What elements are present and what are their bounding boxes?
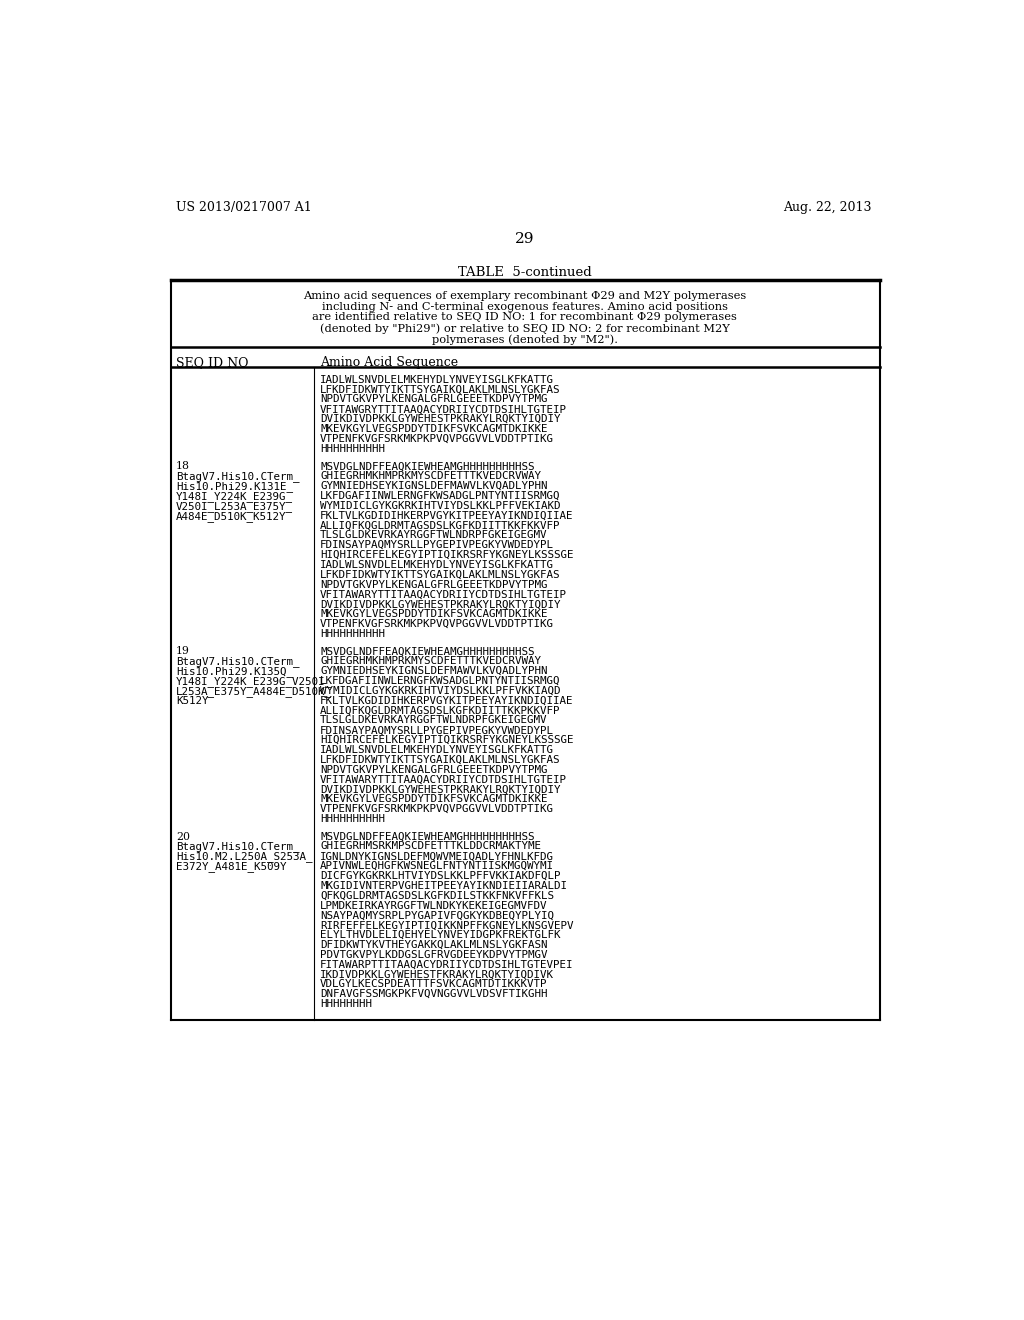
Text: polymerases (denoted by "M2").: polymerases (denoted by "M2").	[432, 334, 617, 345]
Text: FKLTVLKGDIDIHKERPVGYKITPEEYAYIKNDIQIIAE: FKLTVLKGDIDIHKERPVGYKITPEEYAYIKNDIQIIAE	[321, 696, 573, 706]
Text: NPDVTGKVPYLKENGALGFRLGEEETKDPVYTPMG: NPDVTGKVPYLKENGALGFRLGEEETKDPVYTPMG	[321, 579, 548, 590]
Text: PDVTGKVPYLKDDGSLGFRVGDEEYKDPVYTPMGV: PDVTGKVPYLKDDGSLGFRVGDEEYKDPVYTPMGV	[321, 950, 548, 960]
Text: are identified relative to SEQ ID NO: 1 for recombinant Φ29 polymerases: are identified relative to SEQ ID NO: 1 …	[312, 313, 737, 322]
Text: ALLIQFKQGLDRMTAGSDSLKGFKDIITTKKPKKVFP: ALLIQFKQGLDRMTAGSDSLKGFKDIITTKKPKKVFP	[321, 706, 561, 715]
Text: TLSLGLDKEVRKAYRGGFTWLNDRPFGKEIGEGMV: TLSLGLDKEVRKAYRGGFTWLNDRPFGKEIGEGMV	[321, 531, 548, 540]
Text: VFITAWARYTTITAAQACYDRIIYCDTDSIHLTGTEIP: VFITAWARYTTITAAQACYDRIIYCDTDSIHLTGTEIP	[321, 775, 567, 784]
Text: His10.M2.L250A_S253A_: His10.M2.L250A_S253A_	[176, 851, 312, 862]
Text: Amino Acid Sequence: Amino Acid Sequence	[321, 356, 459, 370]
Text: RIRFEFFELKEGYIPTIQIKKNPFFKGNEYLKNSGVEPV: RIRFEFFELKEGYIPTIQIKKNPFFKGNEYLKNSGVEPV	[321, 920, 573, 931]
Text: DFIDKWTYKVTHEYGAKKQLAKLMLNSLYGKFASN: DFIDKWTYKVTHEYGAKKQLAKLMLNSLYGKFASN	[321, 940, 548, 950]
Text: APIVNWLEQHGFKWSNEGLFNTYNTIISKMGQWYMI: APIVNWLEQHGFKWSNEGLFNTYNTIISKMGQWYMI	[321, 861, 554, 871]
Text: FDINSAYPAQMYSRLLPYGEPIVPEGKYVWDEDYPL: FDINSAYPAQMYSRLLPYGEPIVPEGKYVWDEDYPL	[321, 540, 554, 550]
Text: MKGIDIVNTERPVGHEITPEEYAYIKNDIEIIARALDI: MKGIDIVNTERPVGHEITPEEYAYIKNDIEIIARALDI	[321, 880, 567, 891]
Text: Y148I_Y224K_E239G_V250I_: Y148I_Y224K_E239G_V250I_	[176, 676, 332, 686]
Text: IADLWLSNVDLELMKEHYDLYNVEYISGLKFKATTG: IADLWLSNVDLELMKEHYDLYNVEYISGLKFKATTG	[321, 375, 554, 384]
Text: including N- and C-terminal exogenous features. Amino acid positions: including N- and C-terminal exogenous fe…	[322, 302, 728, 312]
Text: E372Y_A481E_K509Y: E372Y_A481E_K509Y	[176, 861, 287, 873]
Text: NSAYPAQMYSRPLPYGAPIVFQGKYKDBEQYPLYIQ: NSAYPAQMYSRPLPYGAPIVFQGKYKDBEQYPLYIQ	[321, 911, 554, 920]
Text: V250I_L253A_E375Y_: V250I_L253A_E375Y_	[176, 500, 293, 512]
Text: Aug. 22, 2013: Aug. 22, 2013	[783, 201, 872, 214]
Text: Y148I_Y224K_E239G_: Y148I_Y224K_E239G_	[176, 491, 293, 502]
Text: HIQHIRCEFELKEGYIPTIQIKRSRFYKGNEYLKSSSGE: HIQHIRCEFELKEGYIPTIQIKRSRFYKGNEYLKSSSGE	[321, 550, 573, 560]
Text: HIQHIRCEFELKEGYIPTIQIKRSRFYKGNEYLKSSSGE: HIQHIRCEFELKEGYIPTIQIKRSRFYKGNEYLKSSSGE	[321, 735, 573, 744]
Text: US 2013/0217007 A1: US 2013/0217007 A1	[176, 201, 311, 214]
Text: IGNLDNYKIGNSLDEFMQWVMEIQADLYFHNLKFDG: IGNLDNYKIGNSLDEFMQWVMEIQADLYFHNLKFDG	[321, 851, 554, 861]
Text: DVIKDIVDPKKLGYWEHESTPKRAKYLRQKTYIQDIY: DVIKDIVDPKKLGYWEHESTPKRAKYLRQKTYIQDIY	[321, 599, 561, 610]
Text: A484E_D510K_K512Y: A484E_D510K_K512Y	[176, 511, 287, 521]
Text: IADLWLSNVDLELMKEHYDLYNVEYISGLKFKATTG: IADLWLSNVDLELMKEHYDLYNVEYISGLKFKATTG	[321, 744, 554, 755]
Text: ELYLTHVDLELIQEHYELYNVEYIDGPKFREKTGLFK: ELYLTHVDLELIQEHYELYNVEYIDGPKFREKTGLFK	[321, 931, 561, 940]
Text: NPDVTGKVPYLKENGALGFRLGEEETKDPVYTPMG: NPDVTGKVPYLKENGALGFRLGEEETKDPVYTPMG	[321, 764, 548, 775]
Text: LFKDFIDKWTYIKTTSYGAIKQLAKLMLNSLYGKFAS: LFKDFIDKWTYIKTTSYGAIKQLAKLMLNSLYGKFAS	[321, 755, 561, 764]
Text: TLSLGLDKEVRKAYRGGFTWLNDRPFGKEIGEGMV: TLSLGLDKEVRKAYRGGFTWLNDRPFGKEIGEGMV	[321, 715, 548, 726]
Text: NPDVTGKVPYLKENGALGFRLGEEETKDPVYTPMG: NPDVTGKVPYLKENGALGFRLGEEETKDPVYTPMG	[321, 395, 548, 404]
Text: L253A_E375Y_A484E_D510K_: L253A_E375Y_A484E_D510K_	[176, 686, 332, 697]
Text: DNFAVGFSSMGKPKFVQVNGGVVLVDSVFTIKGHH: DNFAVGFSSMGKPKFVQVNGGVVLVDSVFTIKGHH	[321, 989, 548, 999]
Text: HHHHHHHHHH: HHHHHHHHHH	[321, 444, 385, 454]
Text: (denoted by "Phi29") or relative to SEQ ID NO: 2 for recombinant M2Y: (denoted by "Phi29") or relative to SEQ …	[319, 323, 730, 334]
Text: LFKDFIDKWTYIKTTSYGAIKQLAKLMLNSLYGKFAS: LFKDFIDKWTYIKTTSYGAIKQLAKLMLNSLYGKFAS	[321, 570, 561, 579]
Text: BtagV7.His10.CTerm_: BtagV7.His10.CTerm_	[176, 841, 300, 853]
Text: ALLIQFKQGLDRMTAGSDSLKGFKDIITTKKFKKVFP: ALLIQFKQGLDRMTAGSDSLKGFKDIITTKKFKKVFP	[321, 520, 561, 531]
Text: MSVDGLNDFFEAQKIEWHEAMGHHHHHHHHHSS: MSVDGLNDFFEAQKIEWHEAMGHHHHHHHHHSS	[321, 461, 535, 471]
Text: LPMDKEIRKAYRGGFTWLNDKYKEKEIGEGMVFDV: LPMDKEIRKAYRGGFTWLNDKYKEKEIGEGMVFDV	[321, 900, 548, 911]
Text: Amino acid sequences of exemplary recombinant Φ29 and M2Y polymerases: Amino acid sequences of exemplary recomb…	[303, 290, 746, 301]
Text: VFITAWARYTTITAAQACYDRIIYCDTDSIHLTGTEIP: VFITAWARYTTITAAQACYDRIIYCDTDSIHLTGTEIP	[321, 590, 567, 599]
Text: MSVDGLNDFFEAQKIEWHEAMGHHHHHHHHHSS: MSVDGLNDFFEAQKIEWHEAMGHHHHHHHHHSS	[321, 647, 535, 656]
Text: HHHHHHHHHH: HHHHHHHHHH	[321, 628, 385, 639]
Text: 20: 20	[176, 832, 190, 842]
Text: FKLTVLKGDIDIHKERPVGYKITPEEYAYIKNDIQIIAE: FKLTVLKGDIDIHKERPVGYKITPEEYAYIKNDIQIIAE	[321, 511, 573, 520]
Text: DVIKDIVDPKKLGYWEHESTPKRAKYLRQKTYIQDIY: DVIKDIVDPKKLGYWEHESTPKRAKYLRQKTYIQDIY	[321, 784, 561, 795]
Text: LFKDFIDKWTYIKTTSYGAIKQLAKLMLNSLYGKFAS: LFKDFIDKWTYIKTTSYGAIKQLAKLMLNSLYGKFAS	[321, 384, 561, 395]
Text: LKFDGAFIINWLERNGFKWSADGLPNTYNTIISRMGQ: LKFDGAFIINWLERNGFKWSADGLPNTYNTIISRMGQ	[321, 491, 561, 500]
Text: K512Y: K512Y	[176, 696, 209, 706]
Text: His10.Phi29.K135Q_: His10.Phi29.K135Q_	[176, 667, 293, 677]
Text: DVIKDIVDPKKLGYWEHESTPKRAKYLRQKTYIQDIY: DVIKDIVDPKKLGYWEHESTPKRAKYLRQKTYIQDIY	[321, 414, 561, 424]
Text: VTPENFKVGFSRKMKPKPVQVPGGVVLVDDTPTIKG: VTPENFKVGFSRKMKPKPVQVPGGVVLVDDTPTIKG	[321, 619, 554, 630]
Text: GHIEGRHMSRKMPSCDFEТТТKLDDCRMAKTYME: GHIEGRHMSRKMPSCDFEТТТKLDDCRMAKTYME	[321, 841, 542, 851]
Text: GYMNIEDHSEYKIGNSLDEFMAWVLKVQADLYPHN: GYMNIEDHSEYKIGNSLDEFMAWVLKVQADLYPHN	[321, 667, 548, 676]
Text: IKDIVDPKKLGYWEHESTFKRAKYLRQKTYIQDIVK: IKDIVDPKKLGYWEHESTFKRAKYLRQKTYIQDIVK	[321, 969, 554, 979]
Text: VTPENFKVGFSRKMKPKPVQVPGGVVLVDDTPTIKG: VTPENFKVGFSRKMKPKPVQVPGGVVLVDDTPTIKG	[321, 804, 554, 814]
Text: BtagV7.His10.CTerm_: BtagV7.His10.CTerm_	[176, 656, 300, 667]
Text: LKFDGAFIINWLERNGFKWSADGLPNTYNTIISRMGQ: LKFDGAFIINWLERNGFKWSADGLPNTYNTIISRMGQ	[321, 676, 561, 686]
Text: MKEVKGYLVEGSPDDYTDIKFSVKCAGMTDKIKKE: MKEVKGYLVEGSPDDYTDIKFSVKCAGMTDKIKKE	[321, 609, 548, 619]
Text: GYMNIEDHSEYKIGNSLDEFMAWVLKVQADLYPHN: GYMNIEDHSEYKIGNSLDEFMAWVLKVQADLYPHN	[321, 480, 548, 491]
Text: 18: 18	[176, 461, 190, 471]
Text: VDLGYLKECSPDEATTTFSVKCAGMTDTIKKKVTP: VDLGYLKECSPDEATTTFSVKCAGMTDTIKKKVTP	[321, 979, 548, 990]
Text: MKEVKGYLVEGSPDDYTDIKFSVKCAGMTDKIKKE: MKEVKGYLVEGSPDDYTDIKFSVKCAGMTDKIKKE	[321, 424, 548, 434]
Text: QFKQGLDRMTAGSDSLKGFKDILSTKKFNKVFFKLS: QFKQGLDRMTAGSDSLKGFKDILSTKKFNKVFFKLS	[321, 891, 554, 900]
Text: 29: 29	[515, 231, 535, 246]
Text: 19: 19	[176, 647, 189, 656]
Text: GHIEGRHМKHMPRKMYSCDFETTTKVEDCRVWAY: GHIEGRHМKHMPRKMYSCDFETTTKVEDCRVWAY	[321, 471, 542, 482]
Text: DICFGYKGKRKLHTVIYDSLKKLPFFVKKIAKDFQLP: DICFGYKGKRKLHTVIYDSLKKLPFFVKKIAKDFQLP	[321, 871, 561, 880]
Text: GHIEGRHМKHMPRKMYSCDFETTTKVEDCRVWAY: GHIEGRHМKHMPRKMYSCDFETTTKVEDCRVWAY	[321, 656, 542, 667]
Text: HHHHHHHHHH: HHHHHHHHHH	[321, 814, 385, 824]
Text: IADLWLSNVDLELMKEHYDLYNVEYISGLKFKATTG: IADLWLSNVDLELMKEHYDLYNVEYISGLKFKATTG	[321, 560, 554, 570]
Text: VTPENFKVGFSRKMKPKPVQVPGGVVLVDDTPTIKG: VTPENFKVGFSRKMKPKPVQVPGGVVLVDDTPTIKG	[321, 434, 554, 444]
Text: TABLE  5-continued: TABLE 5-continued	[458, 267, 592, 280]
Text: VFITAWGRYTTITAAQACYDRIIYCDTDSIHLTGTEIP: VFITAWGRYTTITAAQACYDRIIYCDTDSIHLTGTEIP	[321, 404, 567, 414]
Text: BtagV7.His10.CTerm_: BtagV7.His10.CTerm_	[176, 471, 300, 482]
Text: SEQ ID NO: SEQ ID NO	[176, 356, 249, 370]
Text: His10.Phi29.K131E_: His10.Phi29.K131E_	[176, 480, 293, 492]
Text: MSVDGLNDFFEAQKIEWHEAMGHHHHHHHHHSS: MSVDGLNDFFEAQKIEWHEAMGHHHHHHHHHSS	[321, 832, 535, 842]
Text: FITAWARPTTITAAQACYDRIIYCDTDSIHLTGTEVPEI: FITAWARPTTITAAQACYDRIIYCDTDSIHLTGTEVPEI	[321, 960, 573, 970]
Text: HHHHHHHH: HHHHHHHH	[321, 999, 372, 1008]
Text: WYMIDICLGYKGKRKIHTVIYDSLKKLPFFVEKIAKD: WYMIDICLGYKGKRKIHTVIYDSLKKLPFFVEKIAKD	[321, 500, 561, 511]
Text: MKEVKGYLVEGSPDDYTDIKFSVKCAGMTDKIKKE: MKEVKGYLVEGSPDDYTDIKFSVKCAGMTDKIKKE	[321, 795, 548, 804]
Text: WYMIDICLGYKGKRKIHTVIYDSLKKLPFFVKKIAQD: WYMIDICLGYKGKRKIHTVIYDSLKKLPFFVKKIAQD	[321, 686, 561, 696]
Text: FDINSAYPAQMYSRLLPYGEPIVPEGKYVWDEDYPL: FDINSAYPAQMYSRLLPYGEPIVPEGKYVWDEDYPL	[321, 725, 554, 735]
